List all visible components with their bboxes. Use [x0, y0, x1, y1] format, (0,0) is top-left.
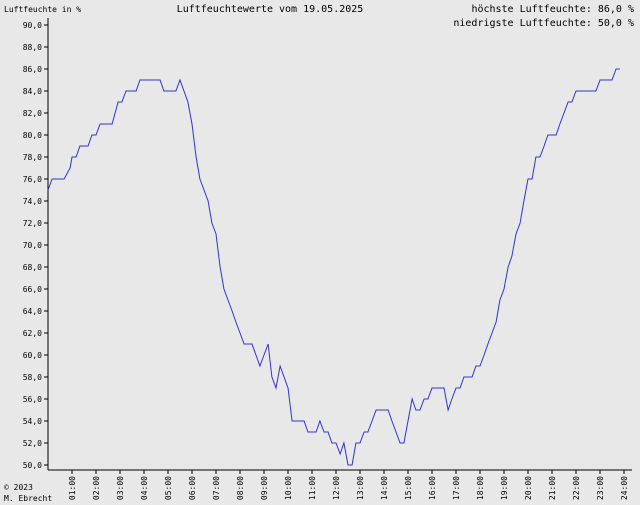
copyright: © 2023 [4, 483, 33, 492]
x-tick-label: 06:00 [188, 476, 197, 500]
x-tick-label: 18:00 [476, 476, 485, 500]
y-tick-label: 70,0 [23, 241, 42, 250]
y-tick-label: 64,0 [23, 307, 42, 316]
min-note: niedrigste Luftfeuchte: 50,0 % [453, 18, 634, 29]
x-tick-label: 13:00 [356, 476, 365, 500]
y-tick-label: 62,0 [23, 329, 42, 338]
y-tick-label: 82,0 [23, 109, 42, 118]
humidity-line [47, 68, 620, 466]
x-tick-label: 03:00 [116, 476, 125, 500]
y-tick-label: 90,0 [23, 21, 42, 30]
x-tick-label: 11:00 [308, 476, 317, 500]
x-tick-label: 05:00 [164, 476, 173, 500]
y-tick-label: 50,0 [23, 461, 42, 470]
x-tick-label: 04:00 [140, 476, 149, 500]
y-tick-label: 54,0 [23, 417, 42, 426]
y-tick-label: 66,0 [23, 285, 42, 294]
y-tick-label: 84,0 [23, 87, 42, 96]
y-tick-label: 58,0 [23, 373, 42, 382]
x-tick-label: 20:00 [524, 476, 533, 500]
y-tick-label: 86,0 [23, 65, 42, 74]
x-tick-label: 12:00 [332, 476, 341, 500]
x-tick-label: 02:00 [92, 476, 101, 500]
x-tick-label: 24:00 [620, 476, 629, 500]
x-tick-label: 23:00 [596, 476, 605, 500]
y-tick-label: 74,0 [23, 197, 42, 206]
y-tick-label: 52,0 [23, 439, 42, 448]
chart-title: Luftfeuchtewerte vom 19.05.2025 [177, 4, 364, 15]
x-tick-label: 09:00 [260, 476, 269, 500]
x-tick-label: 15:00 [404, 476, 413, 500]
y-tick-label: 80,0 [23, 131, 42, 140]
x-tick-label: 08:00 [236, 476, 245, 500]
max-note: höchste Luftfeuchte: 86,0 % [471, 4, 634, 15]
x-tick-label: 10:00 [284, 476, 293, 500]
y-tick-label: 72,0 [23, 219, 42, 228]
x-tick-label: 19:00 [500, 476, 509, 500]
x-tick-label: 21:00 [548, 476, 557, 500]
y-tick-label: 76,0 [23, 175, 42, 184]
y-tick-label: 78,0 [23, 153, 42, 162]
author: M. Ebrecht [4, 494, 52, 503]
x-tick-label: 22:00 [572, 476, 581, 500]
y-tick-label: 60,0 [23, 351, 42, 360]
y-tick-label: 88,0 [23, 43, 42, 52]
y-axis-label: Luftfeuchte in % [4, 5, 81, 14]
x-tick-label: 07:00 [212, 476, 221, 500]
x-tick-label: 17:00 [452, 476, 461, 500]
x-tick-label: 01:00 [68, 476, 77, 500]
y-tick-label: 68,0 [23, 263, 42, 272]
y-tick-label: 56,0 [23, 395, 42, 404]
x-tick-label: 16:00 [428, 476, 437, 500]
x-tick-label: 14:00 [380, 476, 389, 500]
